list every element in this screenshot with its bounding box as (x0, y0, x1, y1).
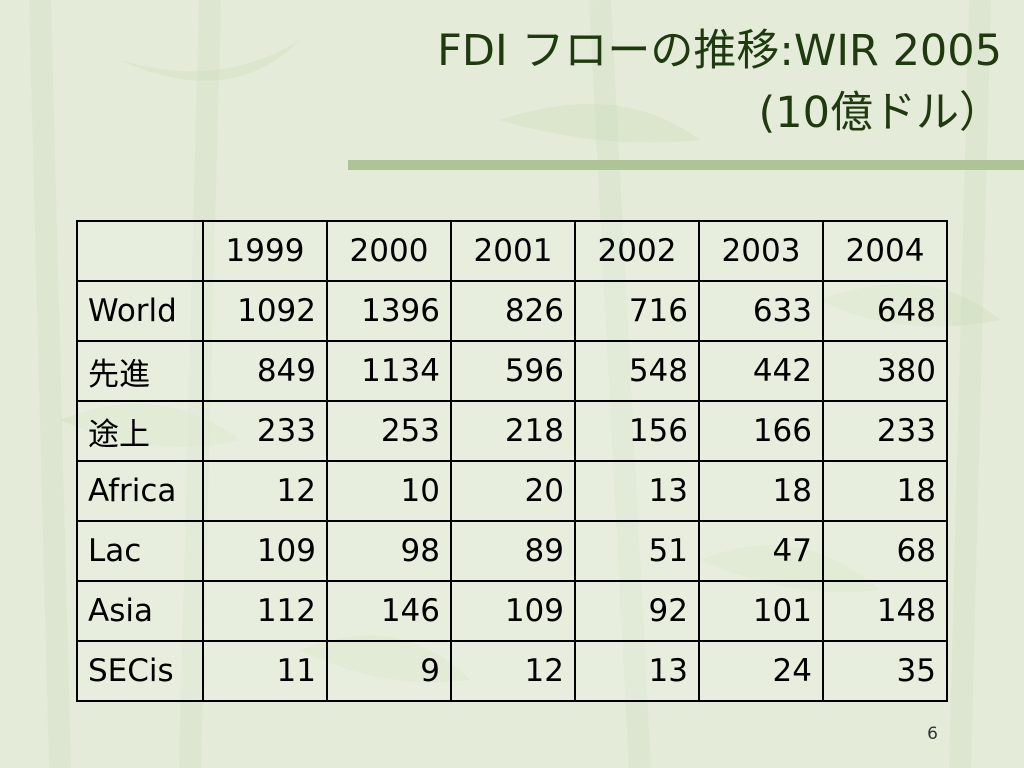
table-row: Lac 109 98 89 51 47 68 (76, 520, 948, 582)
table-cell: 9 (326, 640, 452, 702)
table-cell: 548 (574, 340, 700, 402)
row-label: Asia (76, 580, 204, 642)
title-line-1: FDI フローの推移:WIR 2005 (437, 26, 1002, 76)
table-cell: 51 (574, 520, 700, 582)
title-line-2: (10億ドル） (758, 88, 1003, 138)
table-cell: 716 (574, 280, 700, 342)
table-cell: 156 (574, 400, 700, 462)
title-underline (348, 160, 1024, 170)
table-cell: 68 (822, 520, 948, 582)
table-cell: 146 (326, 580, 452, 642)
table-cell: 47 (698, 520, 824, 582)
header-cell: 2002 (574, 220, 700, 282)
table-cell: 648 (822, 280, 948, 342)
row-label: Africa (76, 460, 204, 522)
table-cell: 1092 (202, 280, 328, 342)
header-cell (76, 220, 204, 282)
table-cell: 380 (822, 340, 948, 402)
table-cell: 10 (326, 460, 452, 522)
fdi-table: 1999 2000 2001 2002 2003 2004 World 1092… (76, 220, 948, 702)
table-cell: 12 (450, 640, 576, 702)
table-cell: 12 (202, 460, 328, 522)
table-cell: 13 (574, 460, 700, 522)
table-cell: 849 (202, 340, 328, 402)
table-cell: 18 (698, 460, 824, 522)
row-label: SECis (76, 640, 204, 702)
table-cell: 1134 (326, 340, 452, 402)
table-cell: 24 (698, 640, 824, 702)
header-cell: 1999 (202, 220, 328, 282)
table-row: Asia 112 146 109 92 101 148 (76, 580, 948, 642)
table-cell: 109 (450, 580, 576, 642)
table-cell: 442 (698, 340, 824, 402)
row-label: 先進 (76, 340, 204, 402)
table-cell: 101 (698, 580, 824, 642)
table-header-row: 1999 2000 2001 2002 2003 2004 (76, 220, 948, 282)
table-cell: 253 (326, 400, 452, 462)
table-cell: 826 (450, 280, 576, 342)
table-cell: 109 (202, 520, 328, 582)
row-label: Lac (76, 520, 204, 582)
table-cell: 148 (822, 580, 948, 642)
table-cell: 218 (450, 400, 576, 462)
table-row: 先進 849 1134 596 548 442 380 (76, 340, 948, 402)
row-label: 途上 (76, 400, 204, 462)
table-cell: 20 (450, 460, 576, 522)
header-cell: 2003 (698, 220, 824, 282)
table-row: SECis 11 9 12 13 24 35 (76, 640, 948, 702)
table-cell: 1396 (326, 280, 452, 342)
table-cell: 166 (698, 400, 824, 462)
table-cell: 98 (326, 520, 452, 582)
table-row: Africa 12 10 20 13 18 18 (76, 460, 948, 522)
page-number: 6 (927, 724, 938, 744)
table-cell: 233 (202, 400, 328, 462)
table-cell: 35 (822, 640, 948, 702)
row-label: World (76, 280, 204, 342)
table-cell: 633 (698, 280, 824, 342)
slide-title: FDI フローの推移:WIR 2005 (10億ドル） (242, 20, 1002, 144)
table-cell: 92 (574, 580, 700, 642)
table-row: World 1092 1396 826 716 633 648 (76, 280, 948, 342)
table-cell: 596 (450, 340, 576, 402)
header-cell: 2001 (450, 220, 576, 282)
table-cell: 233 (822, 400, 948, 462)
table-cell: 89 (450, 520, 576, 582)
table-cell: 112 (202, 580, 328, 642)
header-cell: 2004 (822, 220, 948, 282)
header-cell: 2000 (326, 220, 452, 282)
table-cell: 18 (822, 460, 948, 522)
table-cell: 11 (202, 640, 328, 702)
table-row: 途上 233 253 218 156 166 233 (76, 400, 948, 462)
table-cell: 13 (574, 640, 700, 702)
